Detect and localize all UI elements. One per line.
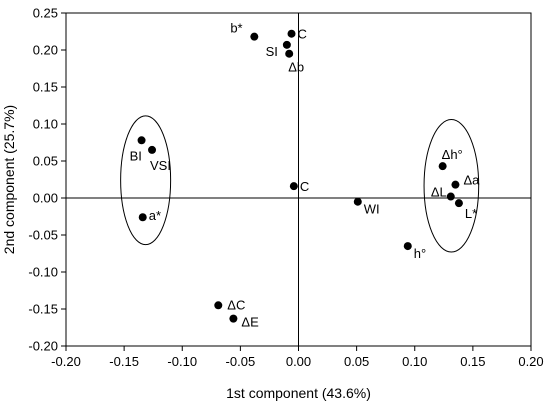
point-label: b* — [230, 21, 242, 36]
cluster-ellipses — [120, 115, 480, 253]
y-tick-label: 0.10 — [33, 117, 58, 132]
point-label: ΔE — [241, 315, 259, 330]
point-label: BI — [130, 148, 142, 163]
y-tick-label: 0.15 — [33, 80, 58, 95]
y-tick-label: 0.25 — [33, 6, 58, 21]
axis-ticks: -0.20 -0.15 -0.10 -0.05 0.00 0.05 0.10 0.15 0.20… — [28, 6, 543, 370]
y-axis-title: 2nd component (25.7%) — [1, 105, 17, 254]
y-tick-label: 0.05 — [33, 154, 58, 169]
data-point — [451, 180, 460, 189]
point-label: VSI — [150, 158, 171, 173]
data-point — [229, 314, 238, 323]
point-label: Δh° — [442, 147, 463, 162]
data-point — [403, 242, 412, 251]
data-point — [138, 213, 147, 222]
x-tick-label: -0.20 — [51, 354, 81, 369]
x-tick-label: 0.15 — [460, 354, 485, 369]
y-tick-label: 0.00 — [33, 191, 58, 206]
data-point — [148, 145, 157, 154]
point-label: WI — [364, 202, 380, 217]
x-axis-title: 1st component (43.6%) — [226, 385, 371, 401]
point-label: C — [298, 27, 307, 42]
data-point — [137, 136, 146, 145]
point-label: L* — [465, 206, 477, 221]
data-point — [250, 32, 259, 41]
data-point — [454, 199, 463, 208]
x-tick-label: -0.10 — [167, 354, 197, 369]
point-label: ΔL — [431, 185, 447, 200]
cluster-ellipse — [120, 115, 172, 246]
cluster-ellipse — [423, 119, 480, 253]
y-tick-label: -0.10 — [28, 265, 58, 280]
y-tick-label: -0.05 — [28, 228, 58, 243]
y-tick-label: -0.15 — [28, 302, 58, 317]
x-tick-label: 0.10 — [402, 354, 427, 369]
point-label: h° — [414, 246, 426, 261]
data-point — [214, 301, 223, 310]
data-point — [289, 182, 298, 191]
point-label: Δa — [463, 173, 480, 188]
x-tick-label: -0.05 — [226, 354, 256, 369]
data-point — [438, 162, 447, 171]
point-label: a* — [149, 208, 161, 223]
x-tick-label: 0.20 — [518, 354, 543, 369]
x-tick-label: -0.15 — [109, 354, 139, 369]
data-point — [285, 49, 294, 58]
y-tick-label: -0.20 — [28, 339, 58, 354]
data-point — [287, 29, 296, 38]
data-point — [446, 192, 455, 201]
data-point — [282, 40, 291, 49]
y-tick-label: 0.20 — [33, 43, 58, 58]
point-label: SI — [266, 44, 278, 59]
data-points: b* C SI Δb BI VSI a* C WI Δh°Δa ΔL L* h° ΔC ΔE — [130, 21, 481, 330]
point-label: C — [300, 179, 309, 194]
point-label: Δb — [288, 60, 304, 75]
point-label: ΔC — [227, 297, 245, 312]
x-tick-label: 0.05 — [344, 354, 369, 369]
x-tick-label: 0.00 — [286, 354, 311, 369]
data-point — [353, 197, 362, 206]
